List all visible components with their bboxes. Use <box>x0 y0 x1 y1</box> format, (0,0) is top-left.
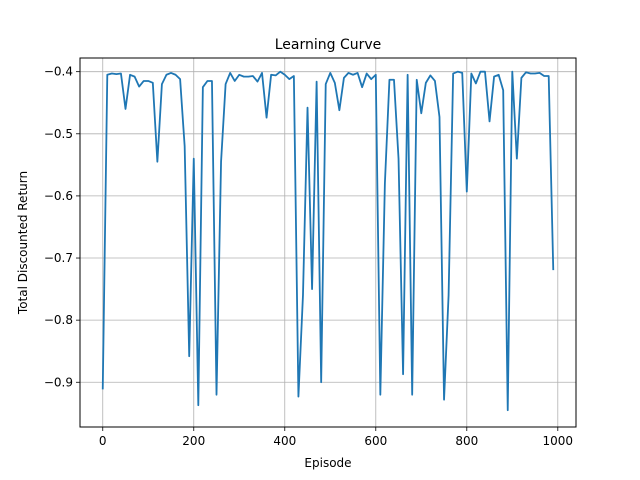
y-tick-label: −0.5 <box>44 127 73 141</box>
x-axis-label: Episode <box>304 456 351 470</box>
x-tick-label: 600 <box>364 434 387 448</box>
y-tick-label: −0.9 <box>44 375 73 389</box>
chart-title: Learning Curve <box>275 37 382 53</box>
y-tick-label: −0.6 <box>44 189 73 203</box>
tick-layer: 0 200 400 600 800 1000 −0.9 −0.8 −0.7 −0.6 −0.5 −0.… <box>44 65 573 448</box>
x-tick-label: 0 <box>99 434 107 448</box>
y-axis-label: Total Discounted Return <box>16 171 30 315</box>
series-layer <box>101 70 555 412</box>
axes-frame <box>79 57 577 428</box>
y-tick-label: −0.7 <box>44 251 73 265</box>
x-tick-label: 400 <box>273 434 296 448</box>
x-tick-label: 1000 <box>543 434 574 448</box>
grid-lines <box>80 58 576 427</box>
y-tick-label: −0.8 <box>44 313 73 327</box>
y-tick-label: −0.4 <box>44 65 73 79</box>
x-tick-label: 800 <box>455 434 478 448</box>
series-line <box>101 70 555 412</box>
x-tick-label: 200 <box>182 434 205 448</box>
